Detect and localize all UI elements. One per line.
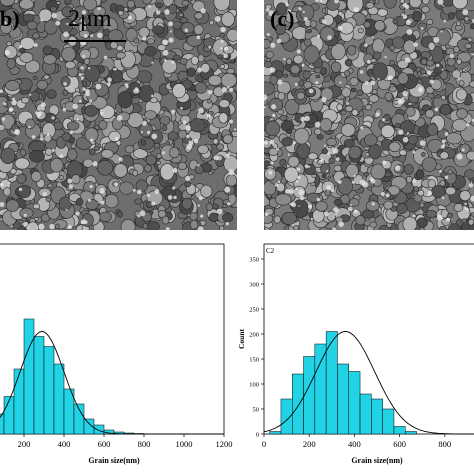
scale-bar-label: 2μm — [68, 6, 112, 32]
x-tick-label: 1200 — [216, 439, 233, 449]
histogram-bar — [13, 368, 25, 435]
sem-texture-right — [264, 0, 474, 230]
y-tick-label: 50 — [253, 407, 260, 414]
panel-label-left: b) — [0, 6, 20, 31]
x-tick-label: 400 — [348, 439, 361, 449]
x-axis-label: Grain size(nm) — [351, 456, 403, 465]
y-tick-label: 150 — [249, 357, 259, 364]
histogram-bar — [53, 363, 65, 435]
fit-curve — [263, 331, 474, 435]
histogram-bar — [269, 431, 282, 435]
sem-image-right — [264, 0, 474, 230]
x-tick-label: 200 — [18, 439, 31, 449]
y-tick-label: 350 — [249, 257, 259, 264]
histogram-bar — [337, 363, 350, 435]
histogram-bar — [292, 373, 304, 435]
y-tick-label: 200 — [249, 332, 259, 339]
panel-label-right: (c) — [270, 6, 295, 31]
series-label: C2 — [266, 247, 275, 255]
x-axis-label: Grain size(nm) — [88, 456, 140, 465]
histogram-bar — [314, 343, 327, 435]
histogram-bar — [93, 424, 105, 435]
histogram-bar — [43, 346, 55, 435]
y-tick-label: 0 — [256, 432, 259, 439]
histogram-bar — [325, 331, 338, 435]
x-tick-label: 600 — [393, 439, 406, 449]
sem-image-left — [0, 0, 237, 230]
x-tick-label: 800 — [138, 439, 151, 449]
x-tick-label: 1000 — [176, 439, 193, 449]
histogram-bar — [405, 431, 417, 435]
x-tick-label: 200 — [303, 439, 316, 449]
x-tick-label: 400 — [58, 439, 71, 449]
histogram-bar — [23, 318, 35, 435]
x-tick-label: 600 — [98, 439, 111, 449]
y-tick-label: 100 — [249, 382, 259, 389]
histogram-bar — [393, 426, 406, 435]
histogram-bar — [33, 336, 45, 435]
histogram-bar — [382, 408, 395, 435]
histogram-bar — [348, 371, 361, 435]
histogram-1: 200 400 600 800 1000 1200 Grain size(nm) — [0, 243, 233, 465]
scale-bar — [64, 40, 126, 42]
histogram-bar — [303, 356, 316, 435]
histogram-bar — [359, 393, 372, 435]
y-tick-label: 300 — [249, 282, 259, 289]
x-tick-label: 800 — [438, 439, 451, 449]
y-axis-label: Count — [237, 328, 246, 349]
histogram-bar — [3, 396, 15, 435]
histogram-bar — [371, 398, 383, 435]
y-tick-label: 250 — [249, 307, 259, 314]
x-tick-label: 0 — [262, 439, 266, 449]
sem-texture-left — [0, 0, 237, 230]
histogram-2: 02004006008001000050100150200250300350Gr… — [237, 243, 474, 465]
